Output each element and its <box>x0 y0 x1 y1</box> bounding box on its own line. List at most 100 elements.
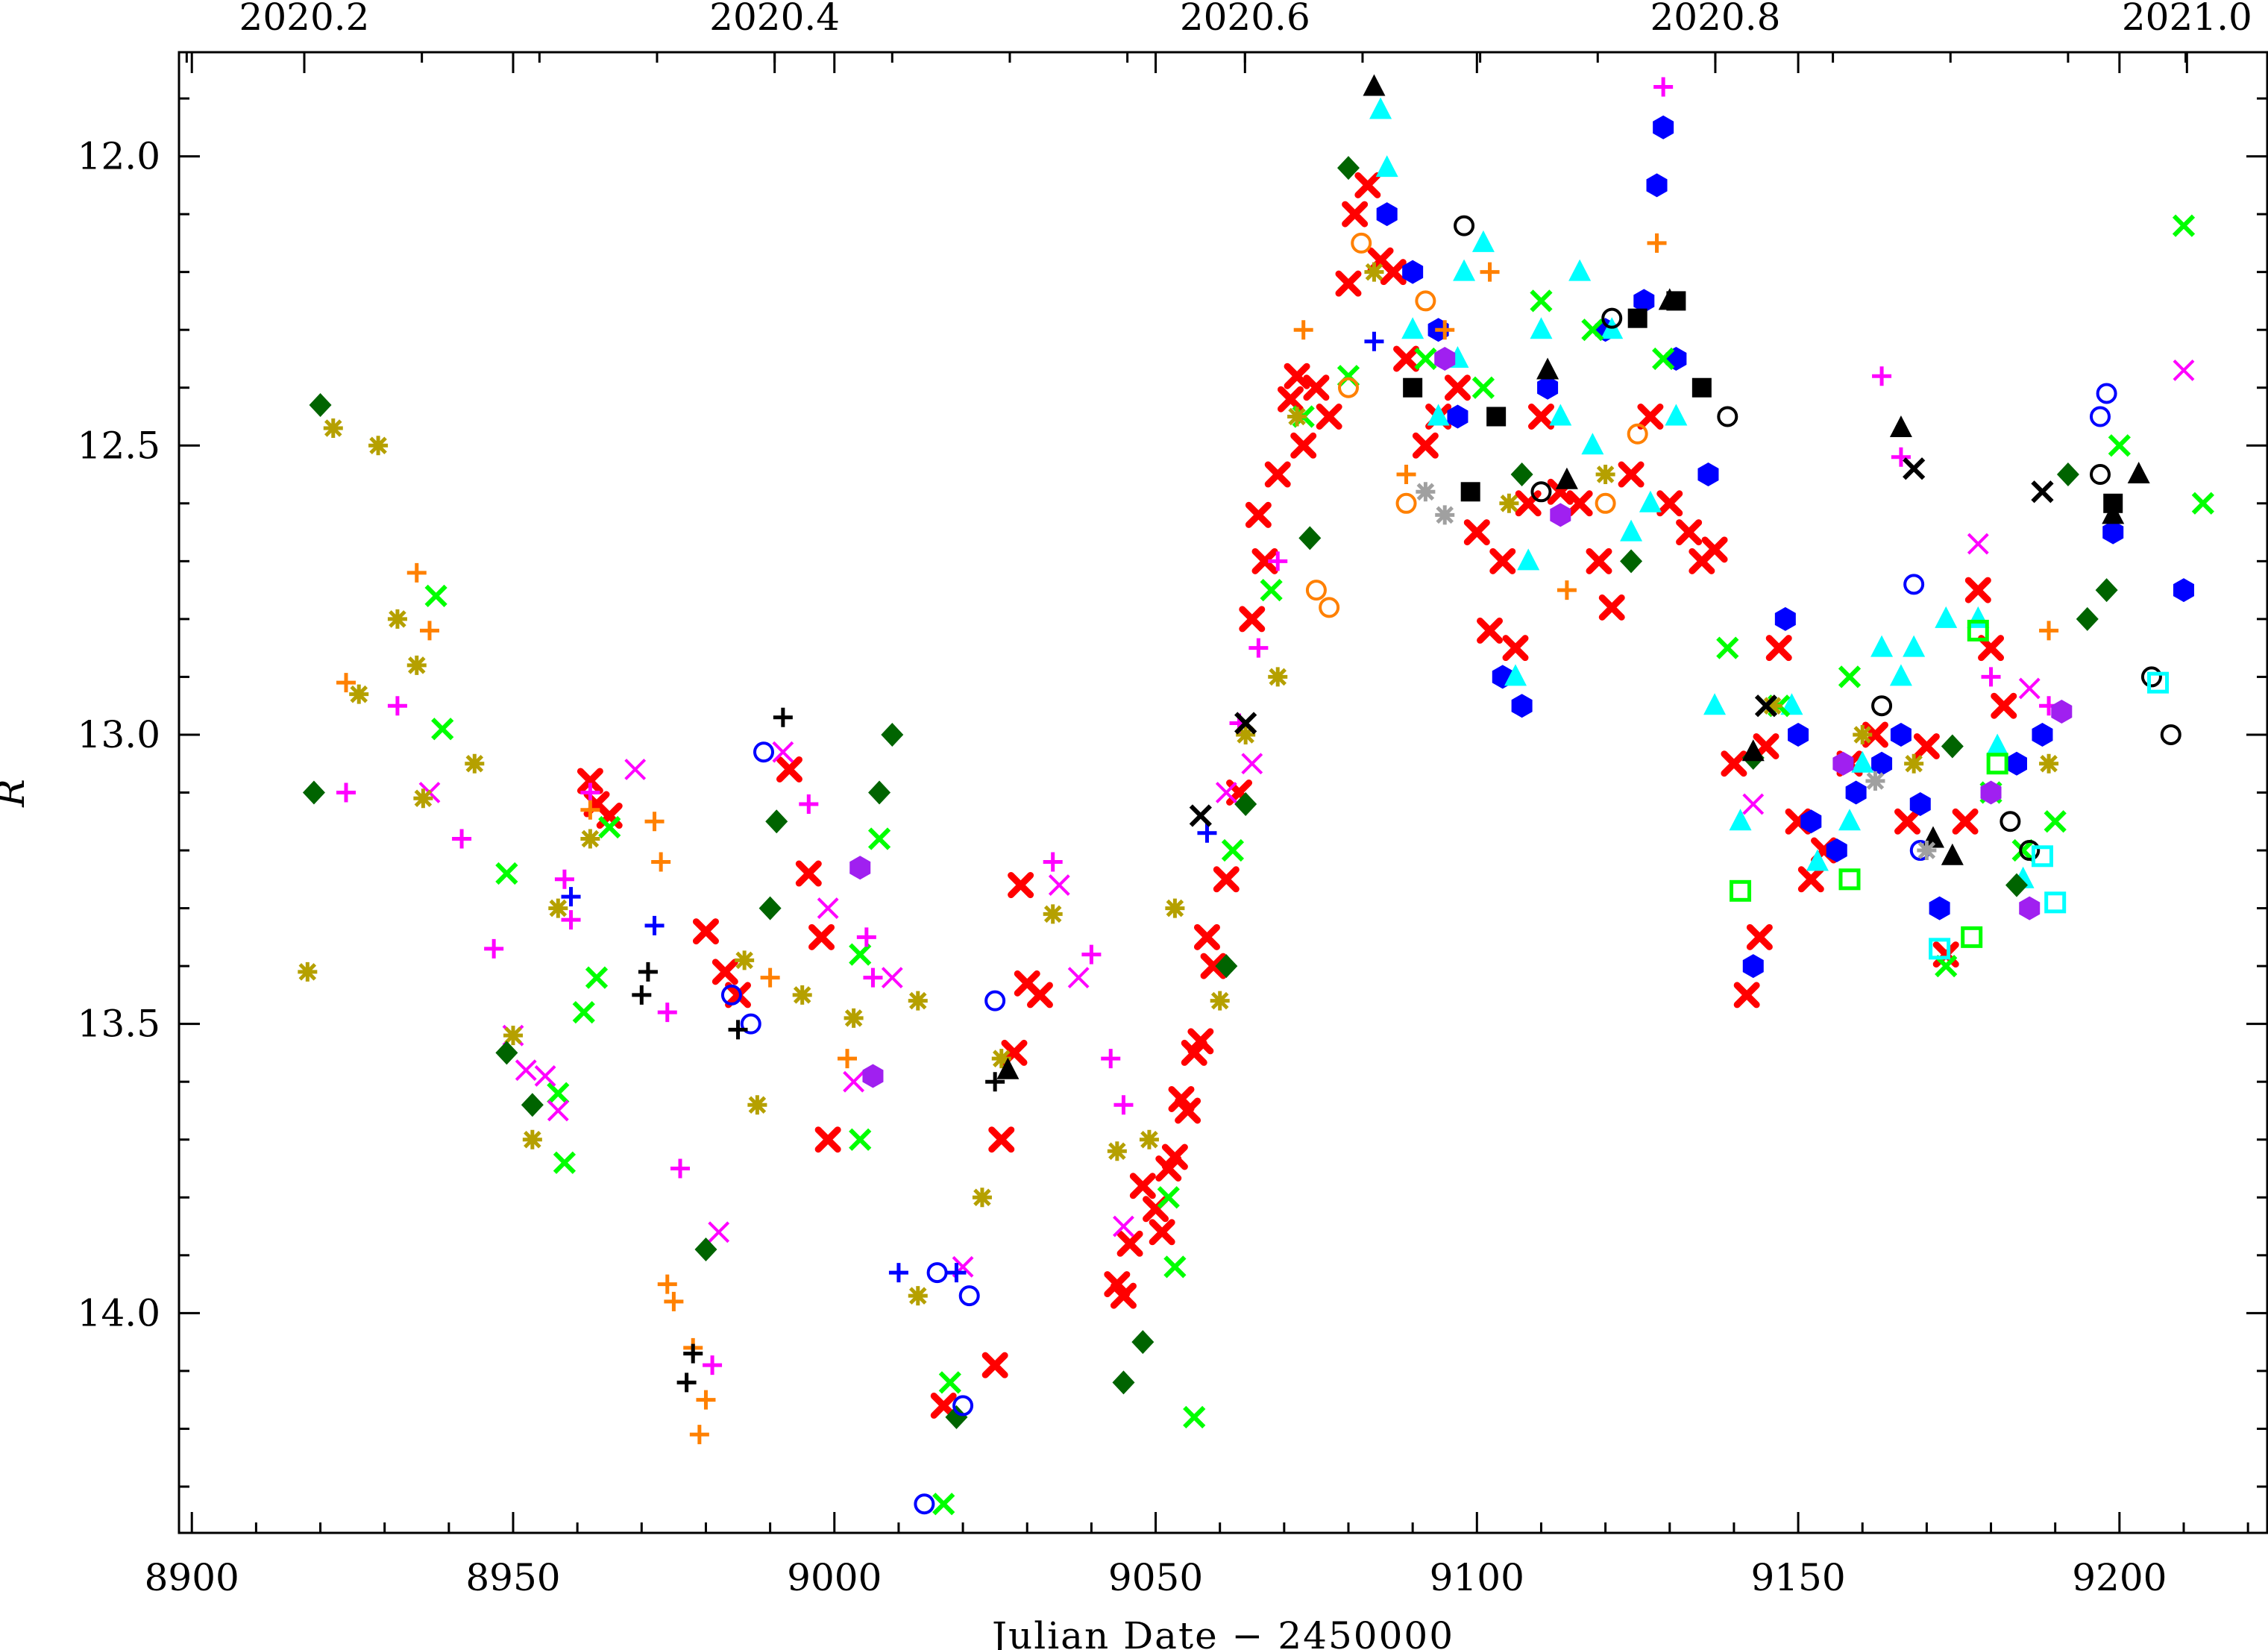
data-point <box>1287 407 1307 427</box>
marker-shape <box>1838 665 1862 688</box>
marker-shape <box>2032 722 2053 747</box>
data-point <box>1903 457 1926 480</box>
data-point <box>547 1100 569 1122</box>
marker-shape <box>522 1129 542 1149</box>
marker-shape <box>849 943 872 966</box>
data-point <box>1581 319 1604 342</box>
marker-shape <box>1480 262 1500 282</box>
marker-shape <box>515 1059 537 1082</box>
x-tick-label: 8950 <box>465 1556 560 1599</box>
marker-shape <box>2005 873 2028 897</box>
data-point <box>420 621 439 641</box>
marker-shape <box>808 923 835 950</box>
data-point <box>844 1008 864 1028</box>
marker-shape <box>1549 404 1572 426</box>
marker-shape <box>1236 724 1256 744</box>
data-point <box>1716 636 1739 659</box>
data-point <box>1838 809 1861 831</box>
data-point <box>908 991 928 1011</box>
marker-shape <box>760 967 780 988</box>
data-point <box>1889 664 1912 686</box>
marker-shape <box>2172 214 2196 237</box>
marker-shape <box>1568 259 1592 281</box>
marker-shape <box>1746 923 1773 950</box>
marker-shape <box>424 584 447 607</box>
data-point <box>1980 780 2002 805</box>
marker-shape <box>302 780 325 805</box>
marker-shape <box>696 1390 716 1410</box>
marker-shape <box>1566 490 1593 517</box>
marker-shape <box>2173 360 2195 381</box>
data-point <box>1530 289 1553 313</box>
marker-shape <box>670 1158 690 1179</box>
data-point <box>2006 751 2027 776</box>
marker-shape <box>1157 1186 1180 1209</box>
data-point <box>1298 526 1322 550</box>
data-point <box>2191 492 2214 515</box>
marker-shape <box>1435 505 1455 525</box>
marker-shape <box>1832 751 1854 776</box>
data-point <box>1961 926 1983 948</box>
data-point <box>1633 289 1655 313</box>
data-points <box>298 74 2214 1516</box>
marker-shape <box>1081 944 1102 964</box>
marker-shape <box>495 862 518 885</box>
marker-shape <box>1913 733 1940 759</box>
data-point <box>1935 954 1958 978</box>
data-point <box>1797 866 1824 893</box>
marker-shape <box>657 1274 677 1294</box>
marker-shape <box>1894 808 1921 835</box>
marker-shape <box>387 609 407 629</box>
data-point <box>2056 462 2079 487</box>
marker-shape <box>413 788 433 809</box>
data-point <box>1701 536 1728 563</box>
marker-shape <box>1319 597 1340 618</box>
data-point <box>2103 493 2123 513</box>
marker-shape <box>624 759 647 780</box>
data-point <box>1189 804 1212 827</box>
marker-shape <box>1161 1144 1188 1170</box>
data-point <box>553 1151 577 1174</box>
marker-shape <box>1454 215 1475 236</box>
data-point <box>938 1371 961 1394</box>
data-point <box>2096 383 2117 404</box>
data-point <box>1268 551 1288 571</box>
marker-shape <box>1586 548 1612 574</box>
data-point <box>1595 465 1615 485</box>
data-point <box>1395 492 1417 514</box>
marker-shape <box>1293 320 1313 340</box>
marker-shape <box>1215 954 1238 979</box>
data-point <box>2044 810 2067 833</box>
marker-shape <box>553 1151 577 1174</box>
data-point <box>651 852 671 872</box>
marker-shape <box>309 392 332 417</box>
data-point <box>958 1285 980 1307</box>
data-point <box>1917 841 1937 861</box>
marker-shape <box>1941 843 1964 865</box>
marker-shape <box>1477 617 1504 644</box>
marker-shape <box>844 1008 864 1028</box>
data-point <box>387 609 407 629</box>
marker-shape <box>1415 290 1436 312</box>
data-point <box>580 829 600 849</box>
marker-shape <box>1215 782 1237 803</box>
data-point <box>1871 695 1893 717</box>
marker-shape <box>2031 845 2053 868</box>
data-point <box>1197 823 1217 843</box>
marker-shape <box>1618 461 1645 488</box>
marker-shape <box>1434 346 1456 371</box>
data-point <box>1499 493 1519 513</box>
marker-shape <box>1903 574 1925 595</box>
marker-shape <box>1550 503 1571 527</box>
data-point <box>1213 866 1240 893</box>
data-point <box>2108 434 2131 457</box>
data-point <box>696 1390 716 1410</box>
data-point <box>1838 665 1862 688</box>
marker-shape <box>849 1128 872 1151</box>
data-point <box>1427 404 1450 426</box>
data-point <box>817 897 839 919</box>
y-tick-label: 12.5 <box>78 424 160 467</box>
data-point <box>1978 635 2005 662</box>
marker-shape <box>2191 492 2214 515</box>
